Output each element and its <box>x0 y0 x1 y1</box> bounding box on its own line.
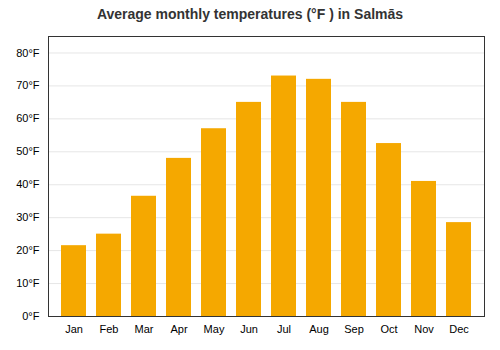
svg-text:80°F: 80°F <box>16 46 40 58</box>
svg-text:Mar: Mar <box>135 323 154 335</box>
svg-text:Jul: Jul <box>277 323 291 335</box>
svg-text:50°F: 50°F <box>16 145 40 157</box>
svg-text:70°F: 70°F <box>16 79 40 91</box>
svg-text:Sep: Sep <box>344 323 364 335</box>
svg-text:Feb: Feb <box>100 323 119 335</box>
svg-text:Apr: Apr <box>170 323 187 335</box>
html-text:Average monthly temperatures (: Average monthly temperatures (°F ) in Sa… <box>96 6 404 22</box>
svg-text:30°F: 30°F <box>16 211 40 223</box>
svg-text:Dec: Dec <box>449 323 469 335</box>
svg-text:Nov: Nov <box>414 323 434 335</box>
svg-text:20°F: 20°F <box>16 244 40 256</box>
svg-text:Oct: Oct <box>380 323 397 335</box>
svg-text:Jan: Jan <box>65 323 83 335</box>
svg-text:0°F: 0°F <box>22 310 40 322</box>
svg-text:10°F: 10°F <box>16 277 40 289</box>
svg-text:Jun: Jun <box>240 323 258 335</box>
svg-text:May: May <box>204 323 225 335</box>
svg-text:Aug: Aug <box>309 323 329 335</box>
svg-text:40°F: 40°F <box>16 178 40 190</box>
svg-text:60°F: 60°F <box>16 112 40 124</box>
